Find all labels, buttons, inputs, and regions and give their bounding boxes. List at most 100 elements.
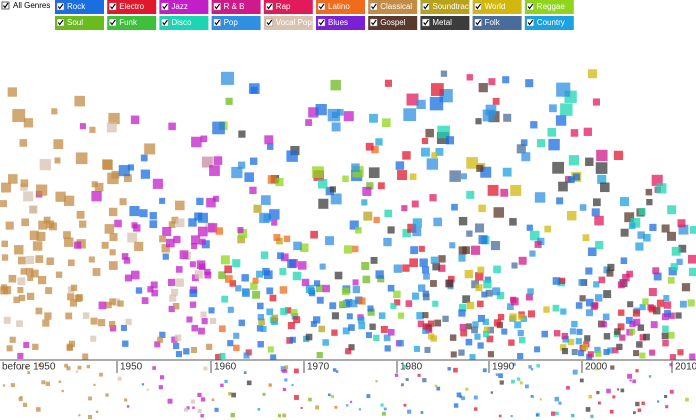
- genre-button[interactable]: Country: [524, 16, 574, 30]
- genre-button[interactable]: World: [472, 0, 522, 14]
- genre-chip[interactable]: [368, 0, 418, 14]
- genre-chip[interactable]: [211, 0, 261, 14]
- song-square: [109, 298, 116, 305]
- song-square: [624, 212, 635, 223]
- genre-button[interactable]: Electro: [107, 0, 157, 14]
- genre-label[interactable]: Reggae: [537, 2, 566, 11]
- genre-label[interactable]: Disco: [171, 18, 192, 27]
- genre-label[interactable]: Jazz: [171, 2, 187, 11]
- genre-button[interactable]: Disco: [159, 16, 209, 30]
- song-square: [267, 175, 277, 184]
- checkbox[interactable]: [422, 18, 430, 27]
- song-square: [173, 342, 180, 350]
- genre-chip[interactable]: [107, 16, 157, 30]
- genre-button[interactable]: Blues: [316, 16, 365, 30]
- checkbox[interactable]: [56, 2, 65, 11]
- genre-label[interactable]: Blues: [328, 18, 348, 27]
- genre-button[interactable]: R & B: [211, 0, 261, 14]
- genre-label[interactable]: Funk: [119, 18, 138, 27]
- genre-button[interactable]: Funk: [107, 16, 157, 30]
- song-square: [416, 99, 426, 110]
- genre-button[interactable]: Soundtrack: [420, 0, 474, 14]
- genre-button[interactable]: Pop: [211, 16, 261, 30]
- genre-button[interactable]: Reggae: [524, 0, 574, 14]
- checkbox[interactable]: [108, 2, 117, 11]
- genre-label[interactable]: Electro: [119, 2, 144, 11]
- song-square: [271, 317, 279, 325]
- checkbox[interactable]: [161, 18, 169, 27]
- genre-button[interactable]: Rock: [55, 0, 104, 14]
- genre-label[interactable]: World: [485, 2, 506, 11]
- genre-label[interactable]: Metal: [432, 18, 452, 27]
- song-square: [510, 414, 513, 418]
- genre-button[interactable]: Soul: [55, 16, 104, 30]
- genre-button[interactable]: Latino: [316, 0, 365, 14]
- genre-label[interactable]: Latino: [328, 2, 350, 11]
- genre-chip[interactable]: [316, 16, 365, 30]
- song-square: [502, 76, 510, 84]
- genre-label[interactable]: Rock: [67, 2, 86, 11]
- genre-label[interactable]: Soul: [67, 18, 83, 27]
- song-square: [331, 312, 339, 320]
- genre-chip[interactable]: [472, 16, 522, 30]
- genre-chip[interactable]: [420, 0, 470, 14]
- song-square: [21, 218, 30, 227]
- genre-button[interactable]: Folk: [472, 16, 522, 30]
- genre-chip[interactable]: [211, 16, 261, 30]
- checkbox[interactable]: [369, 2, 378, 11]
- song-square: [534, 192, 546, 203]
- genre-chip[interactable]: [55, 0, 104, 14]
- checkbox[interactable]: [265, 2, 274, 11]
- genre-button[interactable]: Rap: [263, 0, 313, 14]
- genre-chip[interactable]: [263, 16, 313, 30]
- genre-chip[interactable]: [524, 16, 574, 30]
- checkbox[interactable]: [265, 18, 274, 27]
- check-mark: [214, 19, 221, 26]
- genre-chip[interactable]: [159, 0, 209, 14]
- checkbox[interactable]: [213, 18, 221, 27]
- genre-label[interactable]: Soundtrack: [432, 2, 473, 11]
- song-square: [349, 299, 358, 308]
- checkbox[interactable]: [213, 2, 221, 11]
- checkbox[interactable]: [161, 2, 169, 11]
- checkbox[interactable]: [108, 18, 117, 27]
- checkbox[interactable]: [422, 2, 430, 11]
- genre-label[interactable]: Pop: [224, 18, 239, 27]
- genre-label[interactable]: Folk: [485, 18, 501, 27]
- genre-chip[interactable]: [263, 0, 313, 14]
- checkbox[interactable]: [56, 18, 65, 27]
- genre-label[interactable]: Rap: [276, 2, 291, 11]
- song-square: [3, 316, 11, 324]
- song-square: [581, 344, 589, 351]
- genre-label[interactable]: Gospel: [380, 18, 406, 27]
- genre-button[interactable]: Vocal Pop: [263, 16, 313, 30]
- song-square: [66, 344, 73, 351]
- genre-chip[interactable]: [368, 16, 418, 30]
- genre-chip[interactable]: [107, 0, 157, 14]
- genre-label[interactable]: Classical: [380, 2, 412, 11]
- checkbox[interactable]: [526, 2, 535, 11]
- all-genres-label[interactable]: All Genres: [13, 1, 50, 10]
- genre-label[interactable]: Country: [537, 18, 565, 27]
- genre-chip[interactable]: [316, 0, 365, 14]
- genre-chip[interactable]: [159, 16, 209, 30]
- genre-label[interactable]: Vocal Pop: [276, 18, 313, 27]
- genre-button[interactable]: Jazz: [159, 0, 209, 14]
- genre-chip[interactable]: [420, 16, 470, 30]
- genre-chip[interactable]: [472, 0, 522, 14]
- genre-chip[interactable]: [55, 16, 104, 30]
- genre-chip[interactable]: [524, 0, 574, 14]
- checkbox[interactable]: [369, 18, 378, 27]
- genre-label[interactable]: R & B: [224, 2, 245, 11]
- checkbox[interactable]: [474, 2, 482, 11]
- checkbox[interactable]: [317, 18, 326, 27]
- checkbox[interactable]: [526, 18, 535, 27]
- checkbox[interactable]: [1, 1, 10, 10]
- genre-button[interactable]: Gospel: [368, 16, 418, 30]
- checkbox[interactable]: [317, 2, 326, 11]
- song-square: [585, 407, 591, 412]
- song-square: [493, 207, 505, 218]
- checkbox[interactable]: [474, 18, 482, 27]
- genre-button[interactable]: Metal: [420, 16, 470, 30]
- genre-button[interactable]: Classical: [368, 0, 418, 14]
